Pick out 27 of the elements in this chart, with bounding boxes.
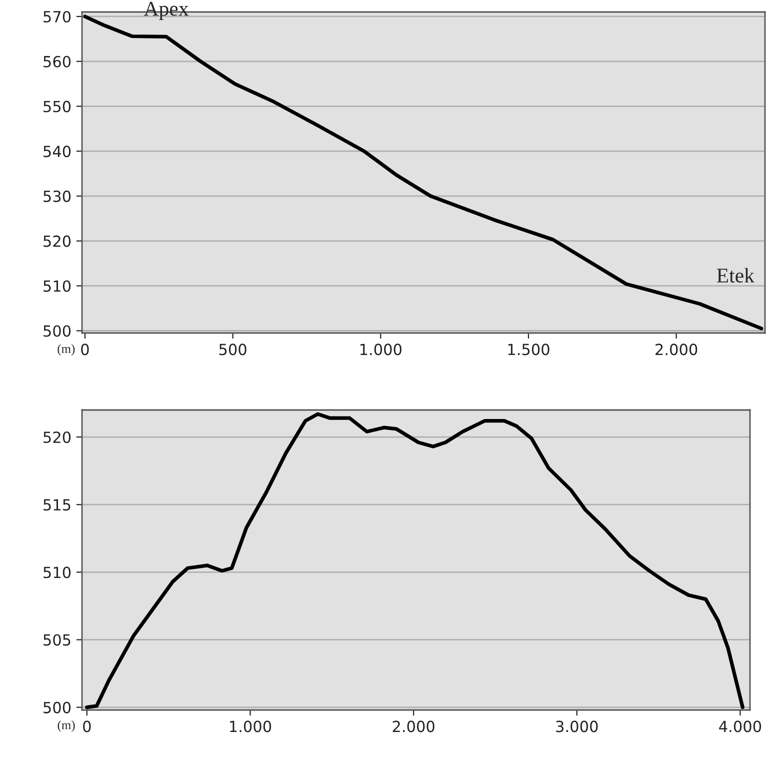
y-tick-label: 510 xyxy=(44,280,71,292)
y-tick-label: 515 xyxy=(44,499,70,511)
x-tick-label: 4.000 xyxy=(719,720,762,732)
text: (m) xyxy=(58,720,75,732)
x-tick-label: 0 xyxy=(81,344,89,356)
y-tick-label: 520 xyxy=(44,431,71,444)
x-tick-label: 2.000 xyxy=(392,720,434,732)
line-series xyxy=(85,412,744,710)
y-tick-label: 510 xyxy=(44,566,71,578)
y-tick-label: 550 xyxy=(44,100,71,112)
x-tick-label: 0 xyxy=(83,720,91,732)
y-tick-label: 505 xyxy=(44,634,70,646)
annotation: Etek xyxy=(716,268,755,283)
y-tick-label: 530 xyxy=(44,190,71,202)
y-tick-label: 570 xyxy=(44,10,71,23)
y-tick-label: 500 xyxy=(44,702,71,714)
x-tick-label: 1.000 xyxy=(230,720,272,732)
y-tick-label: 500 xyxy=(44,325,71,337)
x-tick-label: 1.500 xyxy=(508,344,550,356)
y-tick-label: 560 xyxy=(44,56,71,68)
y-tick-label: 540 xyxy=(44,146,71,158)
x-tick-label: 500 xyxy=(219,344,246,356)
x-tick-label: 3.000 xyxy=(556,720,598,732)
x-tick-label: 1.000 xyxy=(360,344,402,356)
x-tick-label: 2.000 xyxy=(656,344,698,356)
text: (m) xyxy=(58,344,75,356)
y-tick-label: 520 xyxy=(44,235,71,247)
